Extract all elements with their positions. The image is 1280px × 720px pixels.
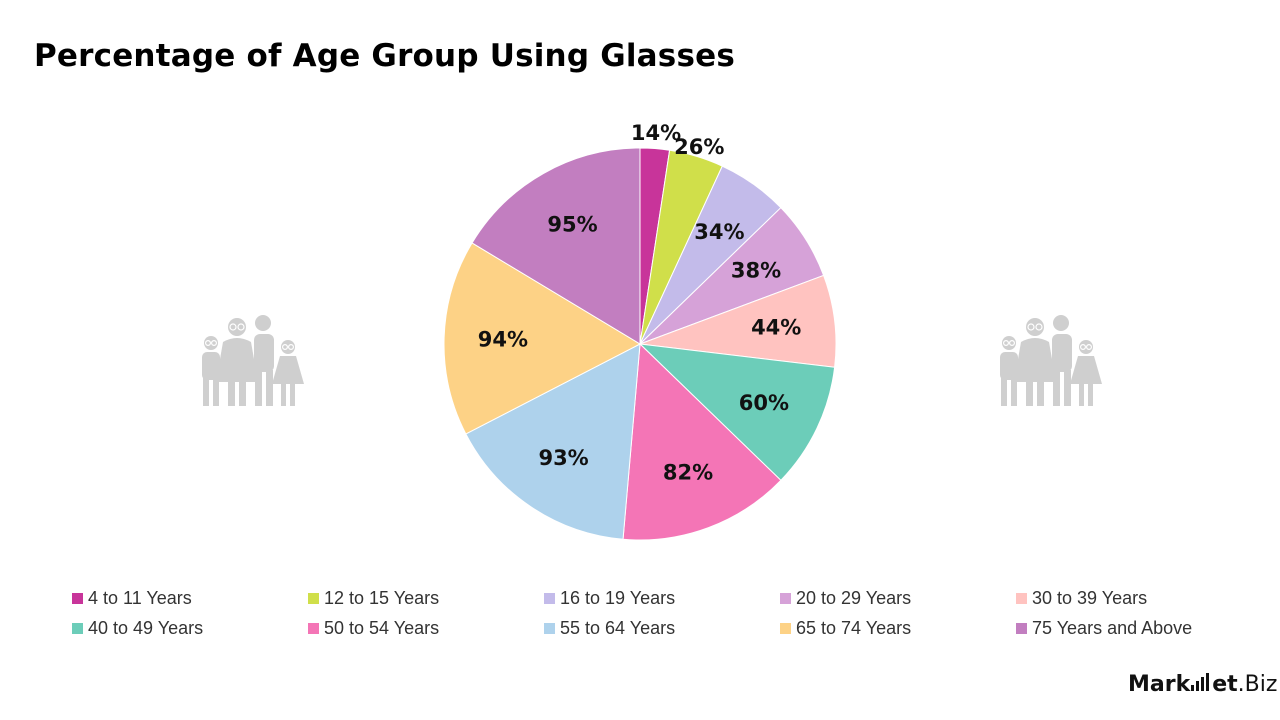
legend-item: 16 to 19 Years [544,587,780,609]
pie-data-label: 38% [731,259,781,283]
pie-slices [443,147,837,541]
pie-slice [638,343,836,482]
legend-label: 4 to 11 Years [88,587,192,608]
legend-label: 20 to 29 Years [796,587,912,608]
family-icon [202,315,304,406]
pie-data-label: 26% [674,135,724,159]
brand-text-part2: et [1212,672,1238,697]
legend-label: 30 to 39 Years [1032,587,1148,608]
pie-data-label: 94% [478,328,528,352]
pie-data-label: 14% [631,121,681,145]
legend-item: 12 to 15 Years [308,587,544,609]
legend-item: 75 Years and Above [1016,617,1252,639]
legend-swatch [1016,622,1027,634]
legend-label: 12 to 15 Years [324,587,440,608]
legend-item: 40 to 49 Years [72,617,308,639]
pie-slice [443,242,642,435]
legend-label: 16 to 19 Years [560,587,676,608]
legend-swatch [1016,592,1027,604]
pie-data-label: 93% [538,446,588,470]
chart-title: Percentage of Age Group Using Glasses [34,38,735,74]
legend-swatch [72,622,83,634]
pie-data-label: 60% [739,391,789,415]
legend-label: 40 to 49 Years [88,617,204,638]
legend-item: 50 to 54 Years [308,617,544,639]
legend-label: 75 Years and Above [1032,617,1193,638]
legend-item: 20 to 29 Years [780,587,1016,609]
brand-text-part1: Mark [1128,672,1191,697]
legend-swatch [308,622,319,634]
pie-slice [622,342,782,541]
pie-data-label: 44% [751,316,801,340]
pie-data-label: 34% [694,220,744,244]
legend-swatch [780,622,791,634]
legend-swatch [308,592,319,604]
chart-legend: 4 to 11 Years 12 to 15 Years 16 to 19 Year… [72,587,1252,639]
pie-slice [465,343,641,540]
legend-label: 65 to 74 Years [796,617,912,638]
legend-item: 30 to 39 Years [1016,587,1252,609]
pie-data-label: 95% [547,213,597,237]
legend-swatch [72,592,83,604]
family-icon [1000,315,1102,406]
legend-label: 55 to 64 Years [560,617,676,638]
market-biz-logo: Mark et .Biz [1128,672,1277,697]
pie-slice [639,274,837,368]
legend-item: 65 to 74 Years [780,617,1016,639]
pie-data-labels: 14%26% 34% 38% 44% 60% 82% 93% 94% 95% [478,121,802,485]
legend-item: 4 to 11 Years [72,587,308,609]
legend-item: 55 to 64 Years [544,617,780,639]
legend-label: 50 to 54 Years [324,617,440,638]
pie-slice [471,147,641,345]
legend-swatch [544,592,555,604]
brand-text-part3: .Biz [1237,672,1278,697]
bar-chart-icon [1191,673,1211,691]
legend-swatch [544,622,555,634]
legend-swatch [780,592,791,604]
pie-data-label: 82% [663,461,713,485]
